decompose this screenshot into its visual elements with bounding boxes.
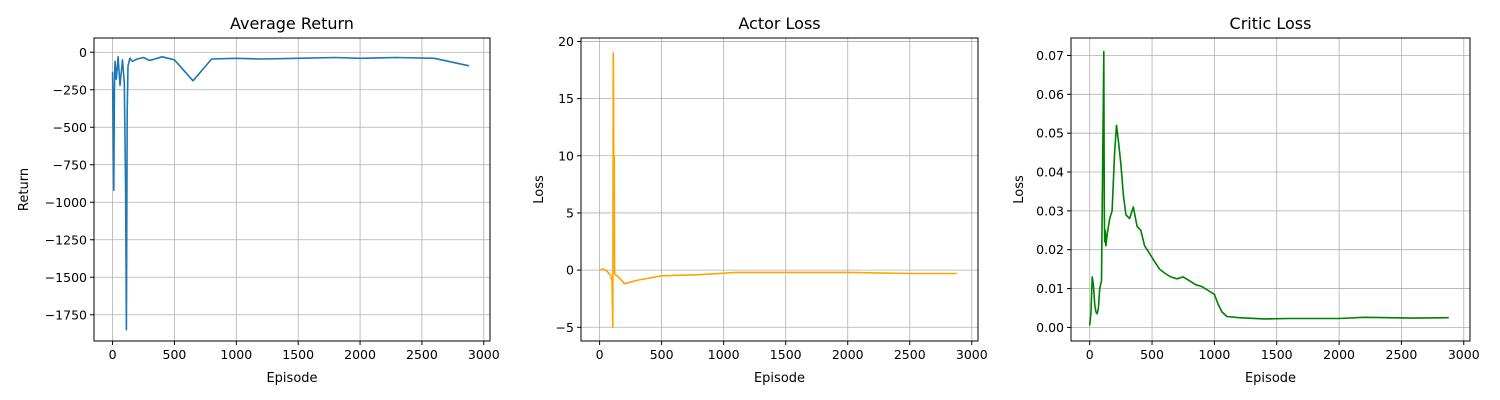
- x-tick-label: 1500: [1261, 347, 1293, 362]
- y-tick-label: −1750: [45, 307, 87, 322]
- x-tick-label: 500: [650, 347, 674, 362]
- y-tick-label: 5: [566, 205, 574, 220]
- y-tick-label: 0: [79, 45, 87, 60]
- chart-title: Actor Loss: [738, 14, 820, 33]
- y-tick-label: 15: [558, 91, 574, 106]
- y-tick-label: 0.00: [1036, 320, 1064, 335]
- x-tick-label: 2500: [894, 347, 926, 362]
- x-tick-label: 2000: [344, 347, 376, 362]
- chart-title: Critic Loss: [1230, 14, 1312, 33]
- x-axis-label: Episode: [754, 371, 805, 386]
- x-tick-label: 3000: [956, 347, 988, 362]
- y-tick-label: 0.01: [1036, 281, 1064, 296]
- x-tick-label: 2500: [1386, 347, 1418, 362]
- y-tick-label: 0: [566, 263, 574, 278]
- x-tick-label: 3000: [1448, 347, 1480, 362]
- y-tick-label: 0.06: [1036, 87, 1064, 102]
- x-tick-label: 2000: [1323, 347, 1355, 362]
- y-axis-label: Loss: [532, 175, 547, 204]
- y-tick-label: 0.07: [1036, 48, 1064, 63]
- x-tick-label: 500: [1140, 347, 1164, 362]
- subplot-average-return: 0 500 1000 1500 2000 2500 3000 0 −250 −500 −750 −10…: [17, 14, 500, 386]
- y-tick-label: 0.04: [1036, 165, 1064, 180]
- y-tick-label: −1250: [45, 232, 87, 247]
- plot-frame: [93, 37, 491, 342]
- y-tick-label: 0.03: [1036, 203, 1064, 218]
- x-axis-label: Episode: [266, 371, 317, 386]
- y-axis-label: Loss: [1012, 175, 1027, 204]
- y-tick-label: 0.05: [1036, 126, 1064, 141]
- plot-frame: [580, 37, 979, 342]
- y-tick-label: −1500: [45, 270, 87, 285]
- y-tick-label: −750: [53, 157, 87, 172]
- series-line: [1088, 50, 1449, 326]
- y-tick-label: 0.02: [1036, 242, 1064, 257]
- x-tick-label: 1500: [282, 347, 314, 362]
- x-tick-label: 1000: [708, 347, 740, 362]
- y-tick-label: −250: [53, 82, 87, 97]
- x-tick-label: 1000: [1198, 347, 1230, 362]
- x-tick-label: 2500: [406, 347, 438, 362]
- y-tick-label: −5: [556, 320, 574, 335]
- subplot-critic-loss: 0 500 1000 1500 2000 2500 3000 0.00 0.01 0.02 0.03…: [1012, 14, 1480, 386]
- series-line: [111, 55, 470, 331]
- x-tick-label: 500: [163, 347, 187, 362]
- subplot-actor-loss: 0 500 1000 1500 2000 2500 3000 −5 0 5 10 15 20 Actor …: [532, 14, 988, 386]
- plot-frame: [1070, 37, 1471, 342]
- x-tick-label: 1000: [220, 347, 252, 362]
- x-tick-label: 2000: [832, 347, 864, 362]
- y-tick-label: 10: [558, 148, 574, 163]
- y-axis-label: Return: [17, 168, 32, 211]
- y-tick-label: 20: [558, 34, 574, 49]
- x-tick-label: 0: [1086, 347, 1094, 362]
- x-tick-label: 3000: [468, 347, 500, 362]
- x-tick-label: 1500: [770, 347, 802, 362]
- x-tick-label: 0: [109, 347, 117, 362]
- x-tick-label: 0: [596, 347, 604, 362]
- x-axis-label: Episode: [1245, 371, 1296, 386]
- y-tick-label: −500: [53, 120, 87, 135]
- y-tick-label: −1000: [45, 195, 87, 210]
- series-line: [599, 52, 957, 329]
- chart-title: Average Return: [230, 14, 354, 33]
